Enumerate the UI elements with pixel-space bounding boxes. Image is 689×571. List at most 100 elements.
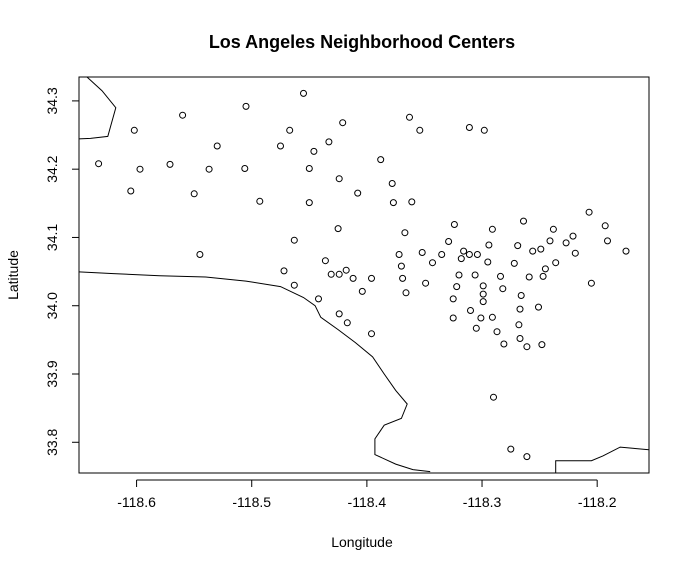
y-tick-label: 33.9: [44, 360, 60, 387]
data-point: [377, 156, 385, 164]
data-point: [535, 303, 542, 311]
data-point: [552, 259, 560, 267]
data-point: [529, 247, 537, 255]
data-point: [290, 236, 298, 244]
x-tick-label: -118.2: [578, 494, 617, 510]
data-point: [455, 271, 463, 279]
data-point: [450, 221, 458, 228]
data-point: [471, 271, 479, 279]
data-point: [213, 142, 221, 150]
data-point: [343, 319, 351, 327]
data-point: [525, 273, 533, 281]
x-tick-label: -118.3: [463, 494, 502, 510]
data-point: [190, 190, 198, 198]
data-point: [399, 274, 407, 282]
data-point: [479, 298, 487, 306]
data-point: [539, 272, 547, 280]
data-point: [395, 251, 403, 258]
data-point: [493, 328, 501, 336]
data-point: [484, 258, 492, 266]
data-point: [523, 343, 531, 351]
data-point: [334, 225, 342, 233]
data-point: [327, 270, 335, 278]
data-point: [368, 274, 375, 282]
coastline-segment-2: [79, 271, 431, 473]
coastline-layer: [79, 77, 649, 473]
data-point: [349, 274, 357, 282]
data-point: [488, 313, 496, 321]
data-point: [517, 292, 525, 299]
data-point: [460, 247, 468, 255]
data-point: [354, 189, 362, 197]
data-point: [310, 147, 318, 155]
data-point: [397, 262, 405, 270]
data-point: [335, 310, 343, 318]
data-point: [514, 242, 522, 250]
data-point: [449, 295, 457, 303]
data-point: [241, 165, 249, 172]
data-point: [95, 160, 103, 168]
data-point: [477, 314, 485, 322]
y-axis: 33.8 33.9 34.0 34.1 34.2 34.3: [44, 87, 80, 456]
data-point: [290, 281, 298, 289]
data-point: [467, 307, 474, 314]
points-layer: [95, 89, 630, 461]
data-point: [510, 259, 518, 267]
data-point: [485, 241, 493, 249]
data-point: [473, 251, 481, 258]
data-point: [389, 199, 397, 207]
data-point: [457, 255, 465, 263]
data-point: [242, 102, 250, 110]
data-point: [305, 165, 313, 172]
data-point: [488, 225, 496, 233]
data-point: [601, 222, 609, 230]
data-point: [136, 165, 144, 173]
y-tick-label: 34.1: [44, 224, 60, 251]
data-point: [585, 208, 593, 216]
y-tick-label: 34.0: [44, 292, 60, 319]
data-point: [335, 270, 343, 278]
data-point: [538, 341, 546, 349]
y-tick-label: 34.2: [44, 155, 60, 182]
data-point: [286, 126, 294, 134]
data-point: [449, 314, 457, 322]
x-axis-label: Longitude: [331, 534, 393, 550]
data-point: [305, 199, 313, 207]
data-point: [342, 266, 350, 274]
data-point: [277, 142, 284, 150]
data-point: [388, 180, 396, 187]
data-point: [465, 124, 473, 131]
data-point: [472, 324, 480, 332]
data-point: [453, 283, 461, 291]
data-point: [127, 187, 135, 195]
data-point: [408, 198, 416, 206]
data-point: [523, 453, 531, 461]
data-point: [520, 217, 527, 225]
data-point: [339, 119, 347, 127]
data-point: [497, 272, 504, 280]
data-point: [499, 285, 507, 293]
data-point: [622, 247, 630, 255]
data-point: [205, 165, 213, 173]
x-tick-label: -118.5: [232, 494, 271, 510]
data-point: [166, 160, 174, 168]
x-tick-label: -118.6: [117, 494, 156, 510]
data-point: [490, 393, 497, 401]
data-point: [507, 445, 515, 453]
data-point: [516, 335, 524, 342]
data-point: [445, 238, 453, 245]
data-point: [406, 113, 413, 121]
data-point: [368, 330, 375, 338]
data-point: [358, 287, 366, 295]
data-point: [280, 267, 288, 275]
data-point: [569, 232, 577, 240]
data-point: [256, 197, 264, 205]
y-tick-label: 34.3: [44, 87, 60, 114]
data-point: [479, 282, 487, 290]
data-point: [587, 279, 595, 287]
data-point: [300, 89, 307, 97]
data-point: [604, 237, 611, 245]
data-point: [416, 126, 424, 134]
y-axis-label: Latitude: [5, 250, 21, 300]
